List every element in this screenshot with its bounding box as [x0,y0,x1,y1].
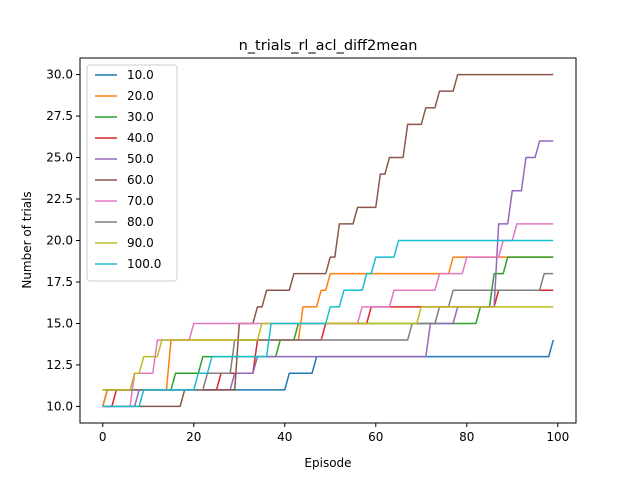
legend-label-2: 30.0 [127,110,154,124]
series-layer [102,73,554,408]
y-tick-label-7: 27.5 [46,109,73,123]
series-line-4 [102,140,554,408]
x-tick-label-2: 40 [277,430,292,444]
y-axis-ticks: 10.0 12.5 15.0 17.5 20.0 22.5 25.0 27.5 30.0 [46,68,80,413]
y-tick-label-8: 30.0 [46,68,73,82]
x-axis-ticks: 0 20 40 60 80 100 [99,423,569,444]
y-tick-label-6: 25.0 [46,151,73,165]
legend-label-3: 40.0 [127,131,154,145]
series-line-2 [102,256,554,391]
y-tick-label-5: 22.5 [46,192,73,206]
x-tick-label-1: 20 [186,430,201,444]
y-tick-label-3: 17.5 [46,275,73,289]
x-tick-label-0: 0 [99,430,107,444]
legend-label-6: 70.0 [127,194,154,208]
x-tick-label-5: 100 [546,430,569,444]
legend-label-8: 90.0 [127,236,154,250]
y-tick-label-2: 15.0 [46,316,73,330]
legend-label-7: 80.0 [127,215,154,229]
y-axis-label: Number of trials [20,191,34,288]
legend: 10.0 20.0 30.0 40.0 50.0 60.0 70.0 80.0 90.0 100.… [86,64,178,282]
series-line-8 [102,306,554,391]
legend-label-0: 10.0 [127,68,154,82]
x-tick-label-3: 60 [368,430,383,444]
legend-label-5: 60.0 [127,173,154,187]
y-tick-label-4: 20.0 [46,234,73,248]
legend-box [86,64,178,282]
x-axis-label: Episode [304,456,351,470]
chart-title: n_trials_rl_acl_diff2mean [239,38,418,54]
series-line-7 [102,272,554,391]
y-tick-label-0: 10.0 [46,399,73,413]
legend-label-1: 20.0 [127,89,154,103]
x-tick-label-4: 80 [459,430,474,444]
y-tick-label-1: 12.5 [46,358,73,372]
legend-label-9: 100.0 [127,257,161,271]
series-line-9 [102,239,554,408]
legend-label-4: 50.0 [127,152,154,166]
